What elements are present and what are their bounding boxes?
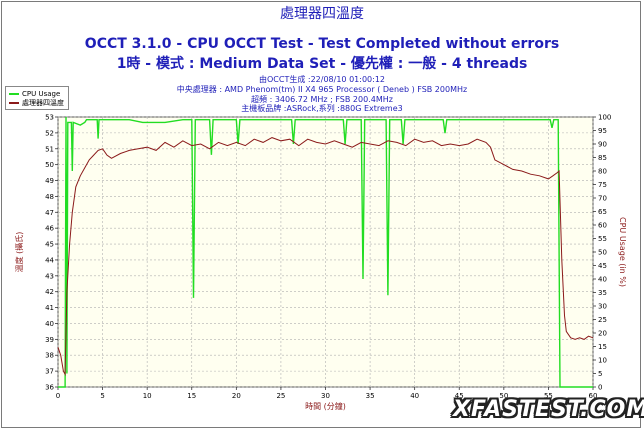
info-motherboard: 主機板品牌 :ASRock,系列 :880G Extreme3 xyxy=(241,104,403,113)
legend-swatch-cpu-usage xyxy=(9,92,19,95)
x-tick-label: 10 xyxy=(143,392,152,400)
y-left-tick-label: 48 xyxy=(45,193,54,201)
x-tick-label: 35 xyxy=(366,392,375,400)
chart-title-mode: 1時 - 模式 : Medium Data Set - 優先權 : 一般 - 4… xyxy=(116,56,528,72)
legend-item-temperature: 處理器四溫度 xyxy=(9,98,64,107)
watermark-logo: XFASTEST.COM xyxy=(453,397,644,422)
x-tick-label: 60 xyxy=(589,392,598,400)
y-right-tick-label: 55 xyxy=(598,235,607,243)
y-right-tick-label: 30 xyxy=(598,303,607,311)
info-overclock: 超頻 : 3406.72 MHz ; FSB 200.4MHz xyxy=(251,95,393,104)
series-line-cpu-usage xyxy=(58,116,593,388)
y-left-tick-label: 50 xyxy=(45,161,54,169)
y-right-tick-label: 0 xyxy=(598,384,602,392)
y-right-tick-label: 35 xyxy=(598,289,607,297)
y-left-tick-label: 40 xyxy=(45,320,54,328)
y-left-tick-label: 41 xyxy=(45,304,54,312)
y-left-tick-label: 42 xyxy=(45,288,54,296)
y-left-tick-label: 47 xyxy=(45,209,54,217)
y-right-tick-label: 75 xyxy=(598,181,607,189)
y-left-tick-label: 53 xyxy=(45,114,54,122)
x-tick-label: 0 xyxy=(56,392,60,400)
chart-title-sensor: 處理器四溫度 xyxy=(280,6,364,22)
y-right-axis-label: CPU Usage (in %) xyxy=(618,217,627,287)
y-left-tick-label: 52 xyxy=(45,129,54,137)
x-tick-label: 55 xyxy=(544,392,553,400)
x-axis-label: 時間 (分鐘) xyxy=(305,401,346,411)
y-right-tick-label: 90 xyxy=(598,141,607,149)
chart-legend: CPU Usage 處理器四溫度 xyxy=(5,86,69,110)
y-left-tick-label: 39 xyxy=(45,336,54,344)
y-right-tick-label: 85 xyxy=(598,154,607,162)
y-left-tick-label: 43 xyxy=(45,272,54,280)
y-left-tick-label: 51 xyxy=(45,145,54,153)
y-left-tick-label: 44 xyxy=(45,256,54,264)
y-right-tick-label: 10 xyxy=(598,357,607,365)
y-left-tick-label: 49 xyxy=(45,177,54,185)
legend-item-cpu-usage: CPU Usage xyxy=(9,89,60,98)
y-right-tick-label: 60 xyxy=(598,222,607,230)
info-cpu: 中央處理器 : AMD Phenom(tm) II X4 965 Process… xyxy=(176,85,468,94)
y-right-tick-label: 100 xyxy=(598,114,611,122)
y-right-tick-label: 5 xyxy=(598,370,602,378)
x-tick-label: 15 xyxy=(187,392,196,400)
legend-swatch-temperature xyxy=(9,101,19,104)
y-right-tick-label: 15 xyxy=(598,343,607,351)
y-left-tick-label: 37 xyxy=(45,368,54,376)
x-tick-label: 45 xyxy=(455,392,464,400)
y-right-tick-label: 45 xyxy=(598,262,607,270)
y-left-tick-label: 45 xyxy=(45,241,54,249)
y-right-tick-label: 65 xyxy=(598,208,607,216)
x-tick-label: 40 xyxy=(410,392,419,400)
x-tick-label: 30 xyxy=(321,392,330,400)
y-right-tick-label: 50 xyxy=(598,249,607,257)
y-left-tick-label: 38 xyxy=(45,352,54,360)
info-generated: 由OCCT生成 :22/08/10 01:00:12 xyxy=(259,75,385,84)
legend-label-cpu-usage: CPU Usage xyxy=(22,89,61,98)
y-right-tick-label: 40 xyxy=(598,276,607,284)
y-right-tick-label: 95 xyxy=(598,127,607,135)
x-tick-label: 25 xyxy=(276,392,285,400)
x-tick-label: 50 xyxy=(499,392,508,400)
y-right-tick-label: 25 xyxy=(598,316,607,324)
chart-title-test: OCCT 3.1.0 - CPU OCCT Test - Test Comple… xyxy=(84,36,560,52)
y-right-tick-label: 20 xyxy=(598,330,607,338)
x-tick-label: 20 xyxy=(232,392,241,400)
series-line-temperature xyxy=(57,137,594,377)
legend-label-temperature: 處理器四溫度 xyxy=(22,98,64,107)
y-left-tick-label: 46 xyxy=(45,225,54,233)
y-right-tick-label: 70 xyxy=(598,195,607,203)
y-left-axis-label: 溫度 (攝氏) xyxy=(14,232,24,273)
y-right-tick-label: 80 xyxy=(598,168,607,176)
y-left-tick-label: 36 xyxy=(45,384,54,392)
x-tick-label: 5 xyxy=(100,392,104,400)
